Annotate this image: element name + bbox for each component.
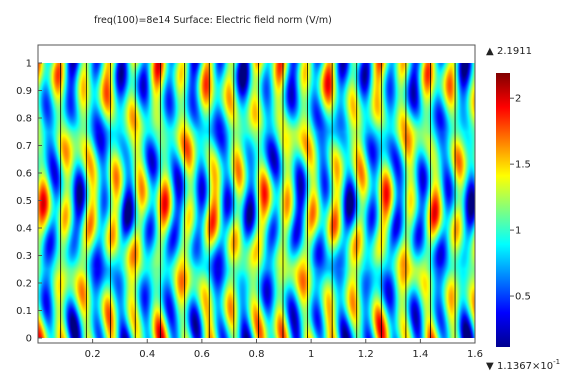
colorbar-tick-label: 1.5 [515,160,531,171]
colorbar-max-marker: ▲ [486,46,494,57]
colorbar-min-label: 1.1367×10-1 [497,358,560,371]
x-tick-label: 0.6 [194,349,210,360]
colorbar-min-mantissa: 1.1367×10 [497,361,553,371]
y-tick-label: 0.8 [16,114,32,125]
x-tick-label: 0.8 [249,349,265,360]
y-tick-label: 0.6 [16,169,32,180]
y-tick-label: 0.2 [16,279,32,290]
x-tick-label: 1.4 [412,349,428,360]
plot-title: freq(100)=8e14 Surface: Electric field n… [94,15,332,26]
y-tick-label: 0.1 [16,306,32,317]
colorbar: ▲ 2.1911 0.5 1 1.5 2 ▼ 1.1367×10-1 [486,46,560,371]
y-tick-label: 0.7 [16,141,32,152]
x-tick-label: 1 [308,349,314,360]
colorbar-tick-label: 0.5 [515,292,531,303]
y-tick-label: 0.9 [16,86,32,97]
y-tick-label: 0 [26,334,32,345]
x-tick-label: 1.6 [467,349,483,360]
y-tick-label: 0.3 [16,251,32,262]
colorbar-max-label: 2.1911 [497,46,532,57]
colorbar-tick-label: 2 [515,94,521,105]
grating-boundaries [60,63,475,338]
x-axis: 0.2 0.4 0.6 0.8 1 1.2 1.4 1.6 [85,339,483,360]
y-axis: 0 0.1 0.2 0.3 0.4 0.5 0.6 0.7 0.8 0.9 1 [16,59,42,345]
y-tick-label: 0.4 [16,224,32,235]
y-tick-label: 0.5 [16,196,32,207]
x-tick-label: 1.2 [358,349,374,360]
colorbar-tick-label: 1 [515,226,521,237]
colorbar-min-marker: ▼ [486,361,494,371]
field-heatmap [38,63,475,338]
colorbar-min-exponent: -1 [553,358,560,366]
colorbar-ticks: 0.5 1 1.5 2 [510,94,531,303]
y-tick-label: 1 [26,59,32,70]
x-tick-label: 0.2 [85,349,101,360]
x-tick-label: 0.4 [139,349,155,360]
field-image [38,63,475,338]
colorbar-gradient [496,73,510,347]
